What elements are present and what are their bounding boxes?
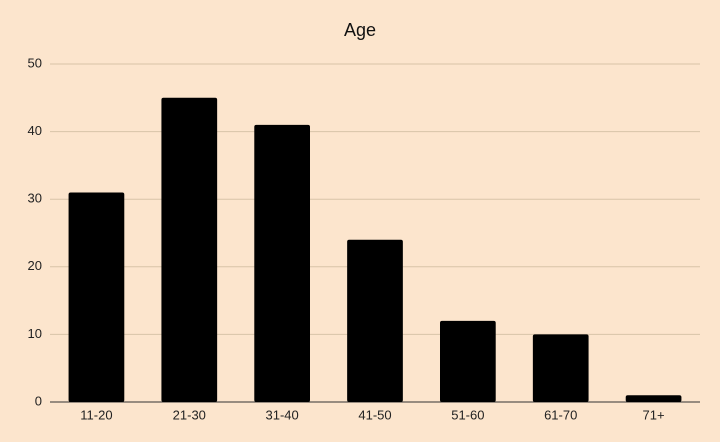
y-tick-label: 50 [28,55,42,70]
x-tick-label: 41-50 [358,407,391,422]
x-tick-label: 11-20 [80,407,112,422]
y-tick-label: 0 [35,393,42,408]
x-tick-label: 51-60 [451,407,484,422]
y-tick-label: 30 [28,191,42,206]
x-tick-label: 21-30 [173,407,206,422]
bar [254,124,310,402]
y-tick-label: 20 [28,258,42,273]
x-tick-label: 61-70 [544,407,577,422]
bar [532,334,589,402]
chart-title: Age [344,20,376,40]
bar [440,320,496,402]
y-tick-label: 10 [28,326,42,341]
x-tick-label: 31-40 [266,407,299,422]
bar [68,192,125,402]
bar [161,97,218,403]
y-tick-label: 40 [28,123,42,138]
bar [347,239,403,402]
x-tick-label: 71+ [643,407,665,422]
bar [625,395,682,402]
